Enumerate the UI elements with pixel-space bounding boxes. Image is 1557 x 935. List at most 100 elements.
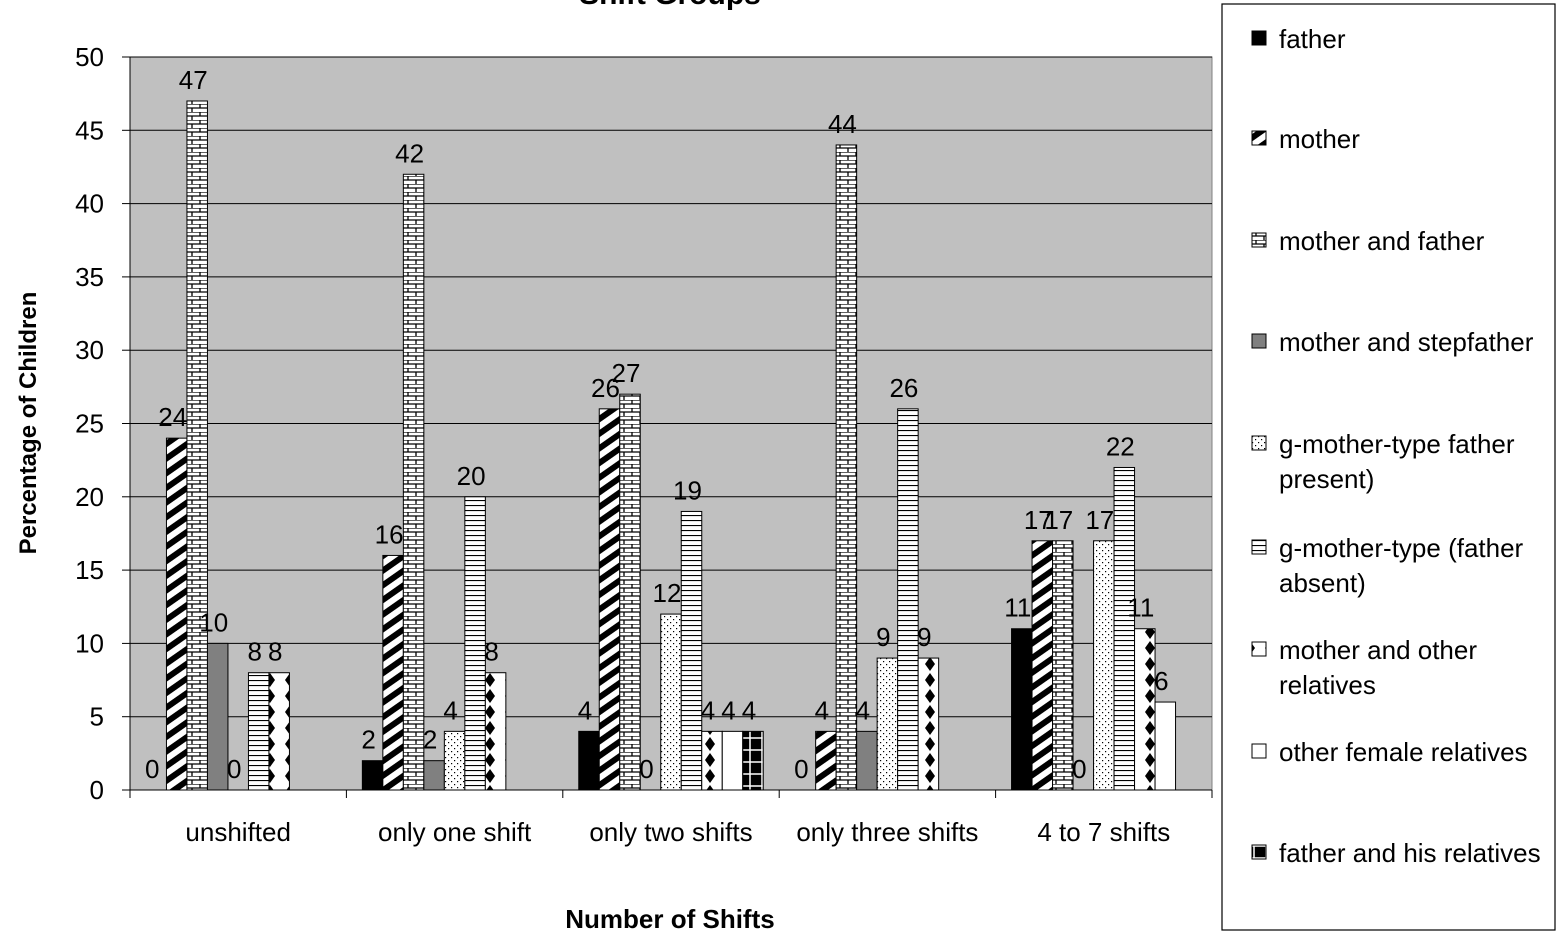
x-tick-label: only two shifts — [589, 817, 752, 847]
bar — [1093, 540, 1115, 791]
bar — [165, 437, 188, 791]
data-label: 4 — [856, 695, 870, 725]
legend-label: mother — [1279, 124, 1360, 154]
bar — [721, 730, 744, 791]
text-line: father and his relatives — [1279, 838, 1541, 868]
bar — [423, 760, 445, 791]
y-tick-label: 45 — [75, 115, 104, 145]
bar — [1154, 701, 1177, 791]
y-axis-title: Percentage of Children — [15, 292, 42, 555]
data-label: 27 — [612, 358, 641, 388]
bar — [598, 408, 621, 791]
legend-label: mother and stepfather — [1279, 327, 1534, 357]
data-label: 26 — [889, 373, 918, 403]
bar — [742, 730, 764, 791]
legend-label: other female relatives — [1279, 737, 1528, 767]
bar — [484, 672, 507, 791]
bar — [619, 393, 641, 791]
legend-label: g-mother-type (father absent) — [1279, 533, 1530, 598]
text-line: only one shift — [378, 817, 532, 847]
legend-label: mother and other relatives — [1279, 635, 1484, 700]
x-tick-label: only three shifts — [796, 817, 978, 847]
legend-swatch — [1251, 641, 1267, 657]
data-label: 9 — [917, 622, 931, 652]
data-label: 42 — [395, 138, 424, 168]
bar — [856, 730, 878, 791]
data-label: 4 — [701, 695, 715, 725]
data-label: 6 — [1154, 666, 1168, 696]
legend-label: mother and father — [1279, 226, 1485, 256]
text-line: father — [1279, 24, 1346, 54]
bar — [917, 657, 940, 791]
legend-swatch — [1251, 435, 1267, 451]
data-label: 11 — [1127, 593, 1154, 623]
legend-label: father and his relatives — [1279, 838, 1541, 868]
data-label: 2 — [423, 725, 437, 755]
data-label: 4 — [721, 695, 735, 725]
text-line: g-mother-type (father — [1279, 533, 1530, 563]
bar — [701, 730, 723, 791]
data-label: 0 — [794, 754, 808, 784]
bar — [206, 642, 229, 791]
data-label: 8 — [268, 637, 282, 667]
y-tick-label: 25 — [75, 409, 104, 439]
data-label: 0 — [1072, 754, 1086, 784]
data-label: 8 — [484, 637, 498, 667]
legend-swatch — [1251, 333, 1267, 349]
bar — [186, 100, 208, 791]
text-line: 4 to 7 shifts — [1037, 817, 1170, 847]
legend-swatch — [1251, 130, 1267, 146]
bar — [1113, 466, 1136, 791]
y-tick-label: 0 — [90, 775, 104, 805]
data-label: 17 — [1085, 505, 1114, 535]
data-label: 0 — [145, 754, 159, 784]
data-label: 22 — [1106, 431, 1135, 461]
y-tick-label: 20 — [75, 482, 104, 512]
data-label: 9 — [876, 622, 890, 652]
x-tick-label: only one shift — [378, 817, 532, 847]
data-label: 4 — [742, 695, 756, 725]
y-tick-label: 30 — [75, 335, 104, 365]
bar — [402, 173, 425, 791]
legend-swatch — [1251, 232, 1267, 248]
data-label: 17 — [1024, 505, 1053, 535]
data-label: 2 — [361, 725, 375, 755]
legend-swatch — [1251, 743, 1267, 759]
text-line: mother and stepfather — [1279, 327, 1534, 357]
y-tick-label: 15 — [75, 555, 104, 585]
bar — [1052, 540, 1074, 791]
data-label: 12 — [653, 578, 682, 608]
bar — [247, 672, 270, 791]
data-label: 4 — [578, 695, 592, 725]
text-line: only two shifts — [589, 817, 752, 847]
chart-title: Shift Groups — [579, 0, 761, 11]
bar — [660, 613, 682, 791]
y-tick-label: 40 — [75, 189, 104, 219]
legend-swatch — [1251, 30, 1267, 46]
data-label: 20 — [457, 461, 486, 491]
y-tick-label: 5 — [90, 702, 104, 732]
y-tick-label: 10 — [75, 628, 104, 658]
bar — [361, 760, 384, 791]
bar — [680, 510, 703, 791]
legend-swatch — [1251, 844, 1267, 860]
data-label: 47 — [179, 65, 208, 95]
legend-box — [1221, 3, 1556, 931]
data-label: 11 — [1004, 593, 1031, 623]
text-line: mother — [1279, 124, 1360, 154]
legend-label: father — [1279, 24, 1346, 54]
data-label: 4 — [815, 695, 829, 725]
data-label: 16 — [375, 519, 404, 549]
text-line: unshifted — [185, 817, 291, 847]
text-line: relatives — [1279, 670, 1376, 700]
bar — [464, 496, 486, 791]
text-line: other female relatives — [1279, 737, 1528, 767]
x-tick-label: unshifted — [185, 817, 291, 847]
data-label: 8 — [247, 637, 261, 667]
data-label: 17 — [1044, 505, 1073, 535]
text-line: g-mother-type father — [1279, 429, 1522, 459]
data-label: 24 — [158, 402, 187, 432]
x-tick-label: 4 to 7 shifts — [1037, 817, 1170, 847]
bar — [578, 730, 600, 791]
